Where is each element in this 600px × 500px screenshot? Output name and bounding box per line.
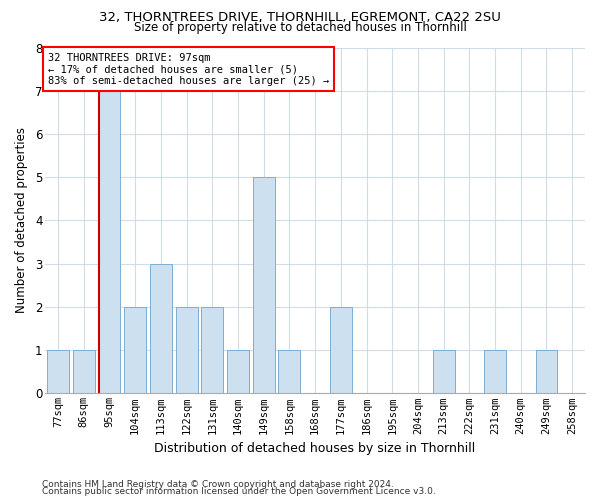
- Bar: [202, 307, 223, 394]
- Bar: [124, 307, 146, 394]
- Bar: [73, 350, 95, 394]
- Y-axis label: Number of detached properties: Number of detached properties: [15, 128, 28, 314]
- Bar: [98, 90, 121, 394]
- Bar: [47, 350, 69, 394]
- Bar: [253, 177, 275, 394]
- Bar: [433, 350, 455, 394]
- Bar: [176, 307, 197, 394]
- Text: 32 THORNTREES DRIVE: 97sqm
← 17% of detached houses are smaller (5)
83% of semi-: 32 THORNTREES DRIVE: 97sqm ← 17% of deta…: [48, 52, 329, 86]
- Text: Size of property relative to detached houses in Thornhill: Size of property relative to detached ho…: [134, 22, 466, 35]
- Bar: [150, 264, 172, 394]
- Text: 32, THORNTREES DRIVE, THORNHILL, EGREMONT, CA22 2SU: 32, THORNTREES DRIVE, THORNHILL, EGREMON…: [99, 12, 501, 24]
- Bar: [536, 350, 557, 394]
- Text: Contains public sector information licensed under the Open Government Licence v3: Contains public sector information licen…: [42, 488, 436, 496]
- Bar: [330, 307, 352, 394]
- Bar: [227, 350, 249, 394]
- X-axis label: Distribution of detached houses by size in Thornhill: Distribution of detached houses by size …: [154, 442, 476, 455]
- Text: Contains HM Land Registry data © Crown copyright and database right 2024.: Contains HM Land Registry data © Crown c…: [42, 480, 394, 489]
- Bar: [278, 350, 301, 394]
- Bar: [484, 350, 506, 394]
